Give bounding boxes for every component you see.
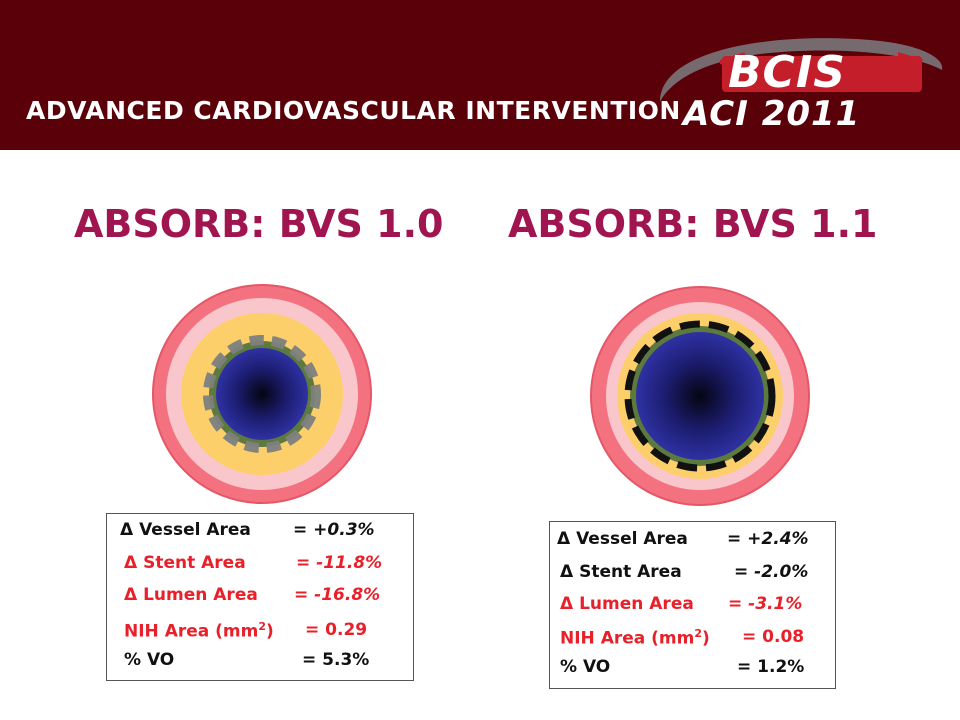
- stats-box-bvs-1-0: [106, 513, 414, 681]
- stat-label: Δ Lumen Area: [560, 594, 694, 614]
- title-bvs-1-0: ABSORB: BVS 1.0: [74, 202, 444, 246]
- stat-label: Δ Vessel Area: [120, 520, 251, 540]
- stat-label: Δ Lumen Area: [124, 585, 258, 605]
- stat-value: = 0.08: [742, 627, 805, 647]
- stat-value: = -3.1%: [728, 594, 803, 614]
- title-bvs-1-1: ABSORB: BVS 1.1: [508, 202, 878, 246]
- stat-label: Δ Vessel Area: [557, 529, 688, 549]
- nih-label-sup: 2: [694, 627, 703, 640]
- stat-label: NIH Area (mm2): [560, 627, 710, 649]
- stat-value: = 5.3%: [302, 650, 370, 670]
- stat-value: = -2.0%: [734, 562, 809, 582]
- scaffold-strut-ring: [624, 320, 776, 472]
- vessel-cross-section-bvs-1-1: [590, 286, 810, 506]
- stat-value: = -16.8%: [294, 585, 381, 605]
- stat-value: = +2.4%: [727, 529, 809, 549]
- nih-label-sup: 2: [258, 620, 267, 633]
- nih-label-text: NIH Area (mm: [124, 621, 259, 642]
- stat-label: NIH Area (mm2): [124, 620, 274, 642]
- nih-label-text: NIH Area (mm: [560, 628, 695, 649]
- nih-label-close: ): [266, 621, 274, 642]
- header-title: ADVANCED CARDIOVASCULAR INTERVENTION: [26, 96, 681, 125]
- stat-label: % VO: [124, 650, 175, 670]
- nih-label-close: ): [702, 628, 710, 649]
- stat-label: Δ Stent Area: [124, 553, 246, 573]
- vessel-cross-section-bvs-1-0: [152, 284, 372, 504]
- stat-label: Δ Stent Area: [560, 562, 682, 582]
- event-name: ACI 2011: [683, 94, 861, 134]
- lumen: [636, 332, 764, 460]
- logo-wordmark: BCIS: [728, 47, 846, 98]
- bcis-logo: [660, 38, 943, 102]
- stat-value: = 0.29: [305, 620, 368, 640]
- stat-value: = +0.3%: [293, 520, 375, 540]
- lumen: [216, 348, 308, 440]
- scaffold-strut-ring: [203, 335, 321, 453]
- stat-value: = -11.8%: [296, 553, 383, 573]
- stat-label: % VO: [560, 657, 611, 677]
- stats-box-bvs-1-1: [549, 521, 836, 689]
- stat-value: = 1.2%: [737, 657, 805, 677]
